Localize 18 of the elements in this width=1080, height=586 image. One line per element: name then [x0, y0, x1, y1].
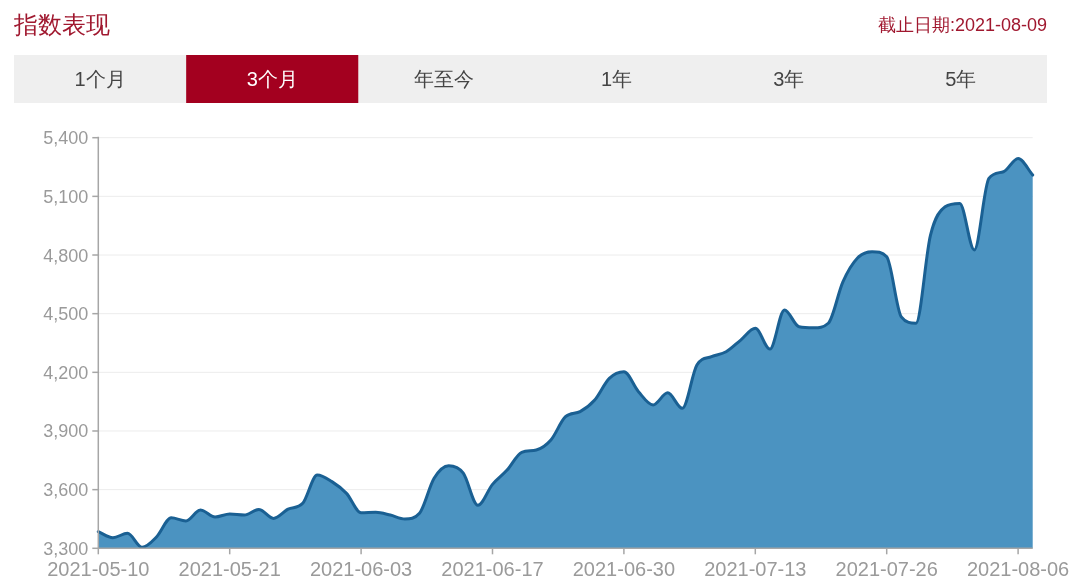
- x-tick-label: 2021-05-21: [178, 558, 281, 581]
- y-tick-label: 4,800: [43, 245, 89, 266]
- x-tick-label: 2021-07-13: [704, 558, 807, 581]
- x-tick-label: 2021-08-06: [966, 558, 1070, 581]
- title: 指数表现: [14, 11, 110, 38]
- x-tick-label: 2021-06-30: [572, 558, 676, 581]
- x-tick-label: 2021-05-10: [47, 558, 150, 581]
- x-tick-label: 2021-07-26: [835, 558, 938, 581]
- subtitle: 截止日期:2021-08-09: [877, 15, 1047, 35]
- y-tick-label: 3,600: [43, 480, 89, 501]
- y-tick-label: 5,100: [43, 186, 89, 207]
- y-tick-label: 4,200: [43, 362, 89, 383]
- y-tick-label: 4,500: [43, 304, 89, 325]
- y-tick-label: 3,900: [43, 421, 89, 442]
- y-tick-label: 5,400: [43, 128, 89, 149]
- x-tick-label: 2021-06-17: [441, 558, 544, 581]
- y-tick-label: 3,300: [43, 538, 89, 559]
- x-tick-label: 2021-06-03: [309, 558, 413, 581]
